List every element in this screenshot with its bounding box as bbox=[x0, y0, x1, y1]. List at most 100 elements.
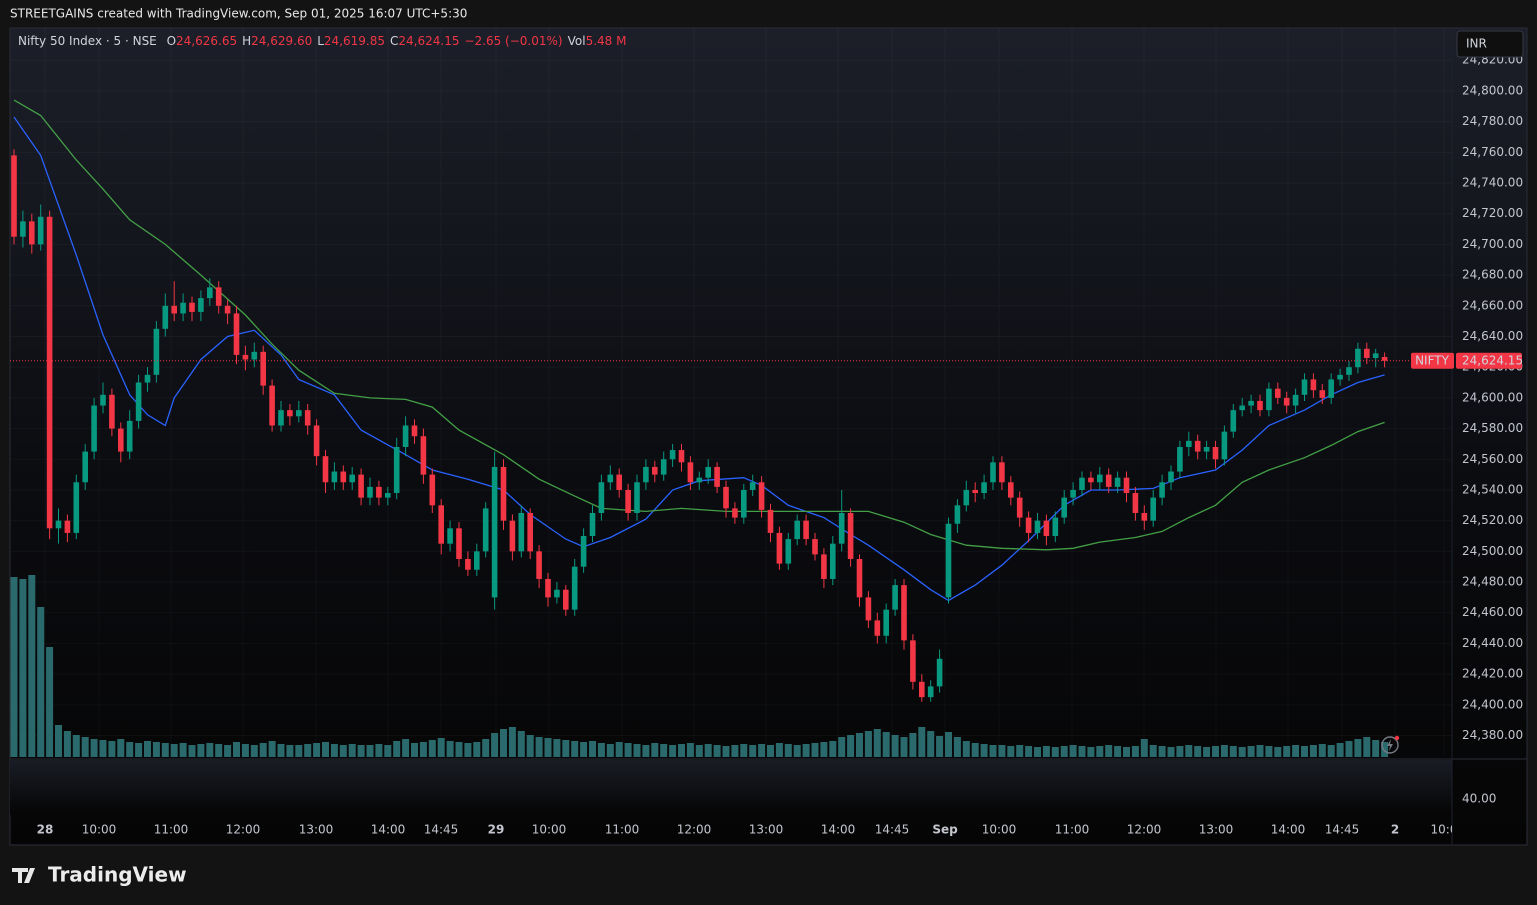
candle-body bbox=[198, 298, 204, 312]
volume-bar bbox=[998, 745, 1006, 757]
candle-body bbox=[242, 354, 249, 360]
candle-body bbox=[838, 512, 845, 544]
candle-body bbox=[465, 559, 471, 570]
candle-body bbox=[1088, 477, 1094, 483]
candle-body bbox=[171, 305, 177, 314]
legend-key: O bbox=[167, 34, 176, 48]
x-tick-label: 10:00 bbox=[82, 823, 117, 837]
candle-body bbox=[945, 523, 952, 598]
y-tick-label: 24,700.00 bbox=[1462, 237, 1523, 251]
candle-body bbox=[118, 428, 124, 452]
candle-body bbox=[892, 585, 898, 610]
candle-body bbox=[260, 351, 266, 386]
volume-bar bbox=[731, 745, 739, 757]
volume-bar bbox=[508, 727, 516, 757]
volume-bar bbox=[1176, 746, 1184, 757]
volume-bar bbox=[1247, 746, 1255, 757]
x-tick-label: 11:00 bbox=[1055, 823, 1090, 837]
y-tick-label: 24,540.00 bbox=[1462, 482, 1523, 496]
volume-bar bbox=[784, 744, 792, 757]
candle-body bbox=[696, 477, 703, 483]
candle-body bbox=[732, 508, 738, 518]
volume-bar bbox=[535, 737, 543, 757]
plot-area bbox=[10, 99, 1452, 757]
volume-bar bbox=[19, 579, 27, 757]
logo-text[interactable]: TradingView bbox=[48, 863, 187, 887]
candle-body bbox=[625, 489, 631, 513]
candle-body bbox=[1230, 410, 1237, 432]
candle-body bbox=[847, 512, 854, 560]
volume-bar bbox=[1060, 746, 1068, 757]
candle-body bbox=[963, 489, 970, 506]
currency-box[interactable] bbox=[1456, 30, 1524, 58]
currency[interactable]: INR bbox=[1466, 37, 1487, 51]
volume-bar bbox=[1229, 746, 1237, 757]
x-tick-label: 13:00 bbox=[299, 823, 334, 837]
candle-body bbox=[278, 410, 284, 426]
y-tick-label: 24,680.00 bbox=[1462, 268, 1523, 282]
candle-body bbox=[1070, 489, 1076, 498]
volume-bar bbox=[1114, 746, 1122, 757]
volume-bar bbox=[571, 741, 579, 757]
candle-body bbox=[304, 410, 311, 426]
volume-bar bbox=[864, 731, 872, 757]
volume-bar bbox=[820, 742, 828, 757]
volume-bar bbox=[1078, 746, 1086, 757]
volume-bar bbox=[900, 737, 908, 757]
volume-bar bbox=[1354, 739, 1362, 757]
candle-body bbox=[936, 658, 943, 687]
candle-body bbox=[207, 287, 213, 299]
y-tick-label: 24,660.00 bbox=[1462, 298, 1523, 312]
volume-bar bbox=[669, 745, 677, 757]
volume-bar bbox=[197, 744, 205, 757]
volume-bar bbox=[1123, 747, 1130, 757]
candle-body bbox=[367, 486, 373, 498]
candle-body bbox=[447, 528, 453, 544]
volume-bar bbox=[793, 745, 801, 757]
volume-bar bbox=[722, 746, 730, 757]
lower-pane-tick: 40.00 bbox=[1462, 792, 1496, 806]
candle-body bbox=[55, 520, 62, 529]
volume-bar bbox=[206, 743, 214, 757]
candle-body bbox=[251, 351, 258, 360]
volume-bar bbox=[936, 736, 944, 757]
volume-bar bbox=[544, 738, 552, 757]
candle-body bbox=[1052, 517, 1059, 536]
replay-icon[interactable] bbox=[1381, 735, 1400, 754]
volume-bar bbox=[589, 741, 596, 757]
volume-bar bbox=[224, 745, 232, 757]
legend-value: 24,619.85 bbox=[324, 34, 385, 48]
candle-body bbox=[1381, 356, 1388, 361]
candle-body bbox=[821, 554, 827, 579]
footer-logo[interactable]: TradingView bbox=[12, 863, 187, 887]
volume-bar bbox=[250, 745, 258, 757]
volume-bar bbox=[775, 743, 783, 757]
candle-body bbox=[46, 216, 53, 529]
candle-body bbox=[100, 394, 106, 406]
candle-body bbox=[1239, 405, 1245, 411]
x-tick-label: 29 bbox=[488, 823, 505, 837]
candle-body bbox=[981, 482, 987, 494]
candle-body bbox=[830, 543, 836, 579]
candle-body bbox=[73, 482, 80, 533]
candle-body bbox=[643, 466, 649, 483]
volume-bar bbox=[1007, 746, 1015, 757]
volume-bar bbox=[473, 742, 481, 757]
volume-bar bbox=[1345, 741, 1353, 757]
volume-bar bbox=[918, 727, 926, 757]
lower-pane bbox=[10, 760, 1452, 815]
candle-body bbox=[741, 489, 747, 518]
volume-bar bbox=[411, 743, 418, 757]
candle-body bbox=[1097, 474, 1103, 483]
x-tick-label: 13:00 bbox=[749, 823, 784, 837]
volume-bar bbox=[686, 743, 694, 757]
candle-body bbox=[812, 539, 818, 555]
volume-bar bbox=[1381, 742, 1389, 757]
candle-body bbox=[393, 446, 400, 494]
volume-bar bbox=[1238, 747, 1246, 757]
volume-bar bbox=[1105, 745, 1113, 757]
volume-bar bbox=[46, 647, 54, 757]
legend-volume: 5.48 M bbox=[586, 34, 627, 48]
last-price-label: 24,624.15 bbox=[1462, 353, 1523, 367]
volume-bar bbox=[1051, 747, 1059, 757]
